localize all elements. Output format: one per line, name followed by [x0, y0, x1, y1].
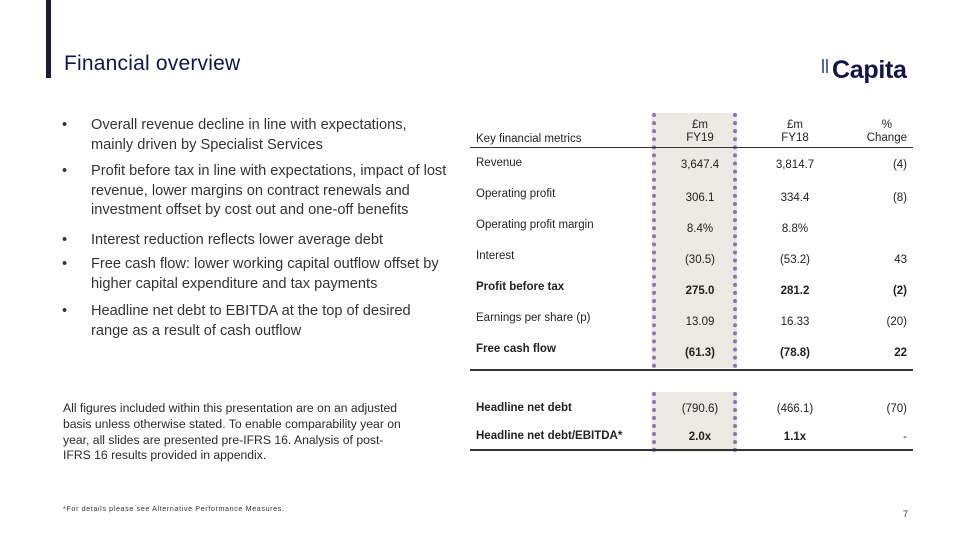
header-change: % Change: [866, 119, 907, 144]
row-change: (70): [886, 403, 907, 415]
table-row: Operating profit margin 8.4% 8.8%: [470, 219, 913, 249]
row-label: Operating profit: [476, 188, 556, 200]
row-label: Profit before tax: [476, 281, 565, 293]
bullet-marker: •: [62, 117, 68, 133]
page-number: 7: [903, 509, 909, 519]
table-bottom-border: [470, 449, 913, 451]
row-fy19: 3,647.4: [680, 159, 720, 171]
row-change: (2): [892, 285, 907, 297]
row-change: (4): [892, 159, 907, 171]
fy19-highlight-bottom: [652, 392, 737, 452]
table-row: Revenue 3,647.4 3,814.7 (4): [470, 157, 913, 187]
row-change: -: [903, 431, 907, 443]
header-metric-label: Key financial metrics: [476, 133, 582, 145]
row-label: Earnings per share (p): [476, 312, 591, 324]
row-fy18: 334.4: [780, 192, 810, 204]
row-label: Headline net debt/EBITDA*: [476, 430, 623, 442]
table-row: Free cash flow (61.3) (78.8) 22: [470, 343, 913, 373]
header-divider: [470, 147, 913, 148]
row-fy18: (466.1): [776, 403, 814, 415]
table-row: Operating profit 306.1 334.4 (8): [470, 188, 913, 218]
page-title: Financial overview: [64, 52, 241, 75]
row-fy19: 8.4%: [686, 223, 714, 235]
bullet-marker: •: [62, 303, 68, 319]
row-fy19: 306.1: [685, 192, 715, 204]
accent-bar: [46, 0, 51, 78]
row-change: 43: [894, 254, 907, 266]
bullet-text: Headline net debt to EBITDA at the top o…: [91, 303, 411, 339]
row-fy19: 275.0: [685, 285, 715, 297]
row-fy18: (53.2): [779, 254, 811, 266]
logo-mark-icon: [822, 59, 834, 75]
row-fy18: 16.33: [780, 316, 810, 328]
row-fy19: 2.0x: [688, 431, 712, 443]
section-divider: [470, 369, 913, 371]
bullet-marker: •: [62, 231, 68, 248]
summary-bullets: • Overall revenue decline in line with e…: [62, 116, 452, 341]
adjusted-basis-note: All figures included within this present…: [63, 401, 401, 463]
bullet-item: • Headline net debt to EBITDA at the top…: [62, 302, 452, 341]
row-label: Revenue: [476, 157, 523, 169]
table-row: Earnings per share (p) 13.09 16.33 (20): [470, 312, 913, 342]
row-label: Interest: [476, 250, 515, 262]
row-fy19: (30.5): [684, 254, 716, 266]
table-header: Key financial metrics £m FY19 £m FY18 % …: [470, 116, 913, 148]
row-fy19: (790.6): [681, 403, 719, 415]
row-fy18: 8.8%: [781, 223, 809, 235]
bullet-marker: •: [62, 256, 68, 272]
row-change: 22: [894, 347, 907, 359]
bullet-item: • Interest reduction reflects lower aver…: [62, 231, 452, 251]
bullet-text: Profit before tax in line with expectati…: [91, 163, 447, 218]
bullet-item: • Overall revenue decline in line with e…: [62, 116, 452, 155]
bullet-text: Interest reduction reflects lower averag…: [91, 231, 384, 248]
row-fy18: 1.1x: [783, 431, 807, 443]
table-row: Headline net debt (790.6) (466.1) (70): [470, 402, 913, 432]
header-fy18: £m FY18: [781, 119, 809, 144]
bullet-item: • Free cash flow: lower working capital …: [62, 255, 452, 294]
row-fy18: 3,814.7: [775, 159, 815, 171]
row-fy18: (78.8): [779, 347, 811, 359]
footnote: *For details please see Alternative Perf…: [63, 504, 285, 513]
logo-wordmark: Capita: [832, 56, 907, 84]
row-change: (20): [886, 316, 907, 328]
row-fy18: 281.2: [780, 285, 810, 297]
header-fy19: £m FY19: [686, 119, 714, 144]
row-label: Free cash flow: [476, 343, 556, 355]
row-fy19: 13.09: [685, 316, 715, 328]
bullet-marker: •: [62, 163, 68, 179]
bullet-item: • Profit before tax in line with expecta…: [62, 162, 452, 221]
bullet-text: Free cash flow: lower working capital ou…: [91, 256, 439, 292]
table-row: Interest (30.5) (53.2) 43: [470, 250, 913, 280]
row-label: Operating profit margin: [476, 219, 594, 231]
fy19-highlight-top: [652, 113, 737, 368]
row-label: Headline net debt: [476, 402, 572, 414]
row-change: (8): [892, 192, 907, 204]
row-fy19: (61.3): [684, 347, 716, 359]
table-row: Profit before tax 275.0 281.2 (2): [470, 281, 913, 311]
bullet-text: Overall revenue decline in line with exp…: [91, 117, 407, 153]
table-row: Headline net debt/EBITDA* 2.0x 1.1x -: [470, 430, 913, 460]
